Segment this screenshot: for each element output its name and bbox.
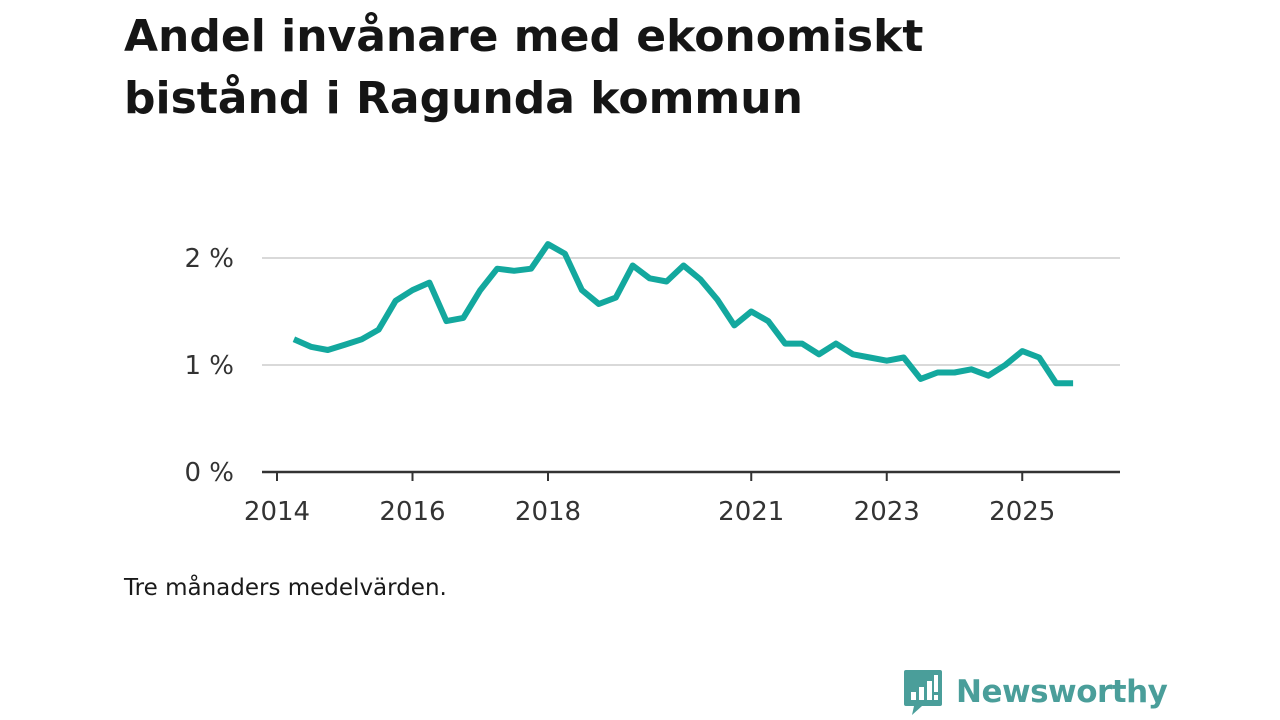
brand-name: Newsworthy — [956, 674, 1168, 710]
series-group — [292, 241, 1074, 387]
x-tick-label: 2023 — [854, 497, 920, 527]
x-tick-label: 2018 — [515, 497, 581, 527]
chart-caption: Tre månaders medelvärden. — [124, 575, 447, 601]
x-axis-labels: 2014 2016 2018 2021 2023 2025 — [244, 497, 1055, 527]
y-tick-label: 0 % — [184, 458, 234, 488]
x-tick-label: 2021 — [718, 497, 784, 527]
x-tick-label: 2014 — [244, 497, 310, 527]
y-tick-label: 2 % — [184, 244, 234, 274]
y-tick-label: 1 % — [184, 351, 234, 381]
gridlines — [262, 257, 1120, 366]
y-axis-labels: 0 % 1 % 2 % — [184, 244, 234, 488]
newsworthy-logo-icon — [904, 670, 942, 715]
series-line-0 — [292, 241, 1074, 387]
x-axis — [262, 470, 1120, 481]
chart-title: Andel invånare med ekonomiskt bistånd i … — [124, 11, 924, 124]
x-tick-label: 2016 — [379, 497, 445, 527]
x-tick-label: 2025 — [989, 497, 1055, 527]
brand-logo: Newsworthy — [902, 668, 1168, 716]
